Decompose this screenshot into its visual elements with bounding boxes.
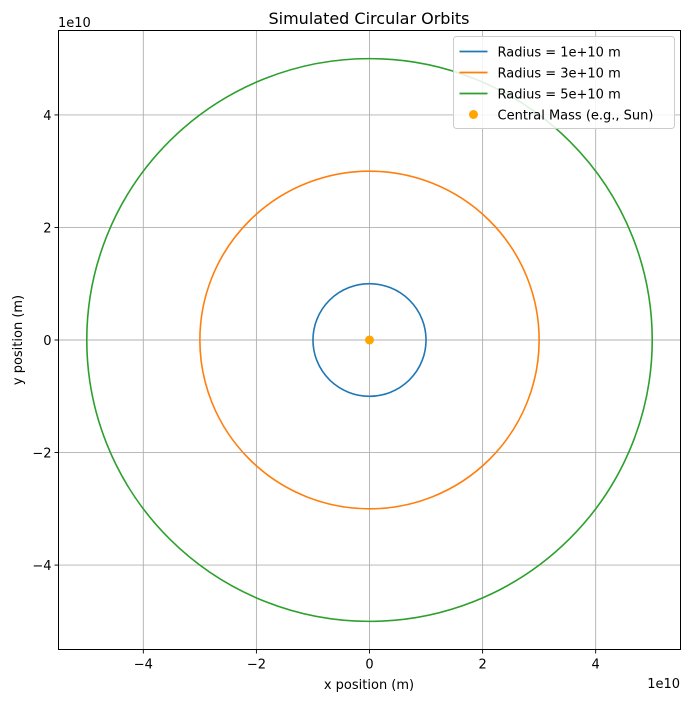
series-layer [85, 57, 654, 623]
legend-label: Radius = 5e+10 m [498, 88, 621, 103]
y-tick-label: 0 [43, 334, 51, 349]
y-offset-label: 1e10 [58, 16, 91, 31]
chart-title: Simulated Circular Orbits [268, 9, 469, 28]
orbit-circle-1 [312, 282, 427, 398]
legend-label: Radius = 1e+10 m [498, 46, 621, 61]
legend-label: Central Mass (e.g., Sun) [498, 109, 654, 124]
ticks: −4 −2 0 2 4 −4 −2 0 2 4 [32, 109, 599, 673]
y-tick-label: 2 [43, 221, 51, 236]
x-tick-label: 2 [478, 658, 486, 673]
orbit-circle-2 [199, 170, 540, 510]
y-tick-label: −2 [32, 447, 51, 462]
orbit-circle-3 [85, 57, 654, 623]
y-tick-label: 4 [43, 109, 51, 124]
y-tick-label: −4 [32, 559, 51, 574]
legend-box [453, 36, 675, 129]
x-tick-label: −4 [134, 658, 153, 673]
central-mass-point [365, 335, 374, 345]
x-tick-label: 4 [592, 658, 600, 673]
x-axis-label: x position (m) [324, 678, 414, 693]
x-offset-label: 1e10 [647, 677, 680, 692]
legend-marker-central-mass [469, 110, 478, 119]
legend-label: Radius = 3e+10 m [498, 67, 621, 82]
y-axis-label: y position (m) [11, 295, 26, 385]
x-tick-label: −2 [247, 658, 266, 673]
legend: Radius = 1e+10 m Radius = 3e+10 m Radius =… [453, 36, 675, 129]
x-tick-label: 0 [365, 658, 373, 673]
